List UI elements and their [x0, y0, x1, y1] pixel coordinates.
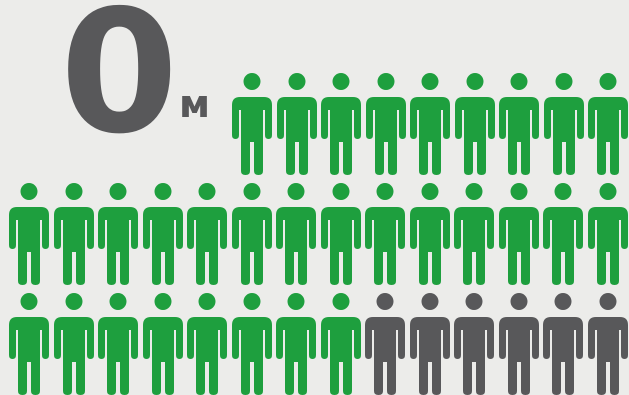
person-icon-highlighted — [187, 293, 227, 395]
person-icon-highlighted — [9, 293, 49, 395]
headline-value: 0 — [60, 0, 178, 172]
person-icon-muted — [498, 293, 539, 395]
person-icon-muted — [409, 293, 450, 395]
person-icon-highlighted — [276, 183, 316, 285]
person-icon-highlighted — [588, 73, 628, 175]
headline-unit: м — [179, 82, 211, 126]
person-icon-highlighted — [365, 183, 405, 285]
person-icon-highlighted — [320, 183, 361, 285]
person-icon-highlighted — [98, 183, 138, 285]
person-icon-highlighted — [498, 183, 539, 285]
person-icon-highlighted — [454, 183, 494, 285]
person-icon-highlighted — [320, 293, 361, 395]
person-icon-highlighted — [231, 293, 272, 395]
person-icon-highlighted — [321, 73, 361, 175]
person-icon-highlighted — [98, 293, 138, 395]
person-icon-highlighted — [454, 73, 495, 175]
person-icon-highlighted — [409, 183, 450, 285]
person-icon-highlighted — [9, 183, 49, 285]
person-icon-highlighted — [543, 73, 584, 175]
person-icon-muted — [587, 293, 628, 395]
person-icon-highlighted — [365, 73, 406, 175]
person-icon-highlighted — [53, 183, 94, 285]
person-icon-highlighted — [232, 73, 272, 175]
person-icon-highlighted — [187, 183, 227, 285]
person-icon-highlighted — [587, 183, 628, 285]
person-icon-highlighted — [410, 73, 450, 175]
person-icon-muted — [454, 293, 494, 395]
person-icon-highlighted — [543, 183, 583, 285]
person-icon-muted — [365, 293, 405, 395]
person-icon-muted — [543, 293, 583, 395]
person-icon-highlighted — [142, 183, 183, 285]
person-icon-highlighted — [276, 73, 317, 175]
person-icon-highlighted — [499, 73, 539, 175]
person-icon-highlighted — [142, 293, 183, 395]
person-icon-highlighted — [276, 293, 316, 395]
person-icon-highlighted — [53, 293, 94, 395]
person-icon-highlighted — [231, 183, 272, 285]
